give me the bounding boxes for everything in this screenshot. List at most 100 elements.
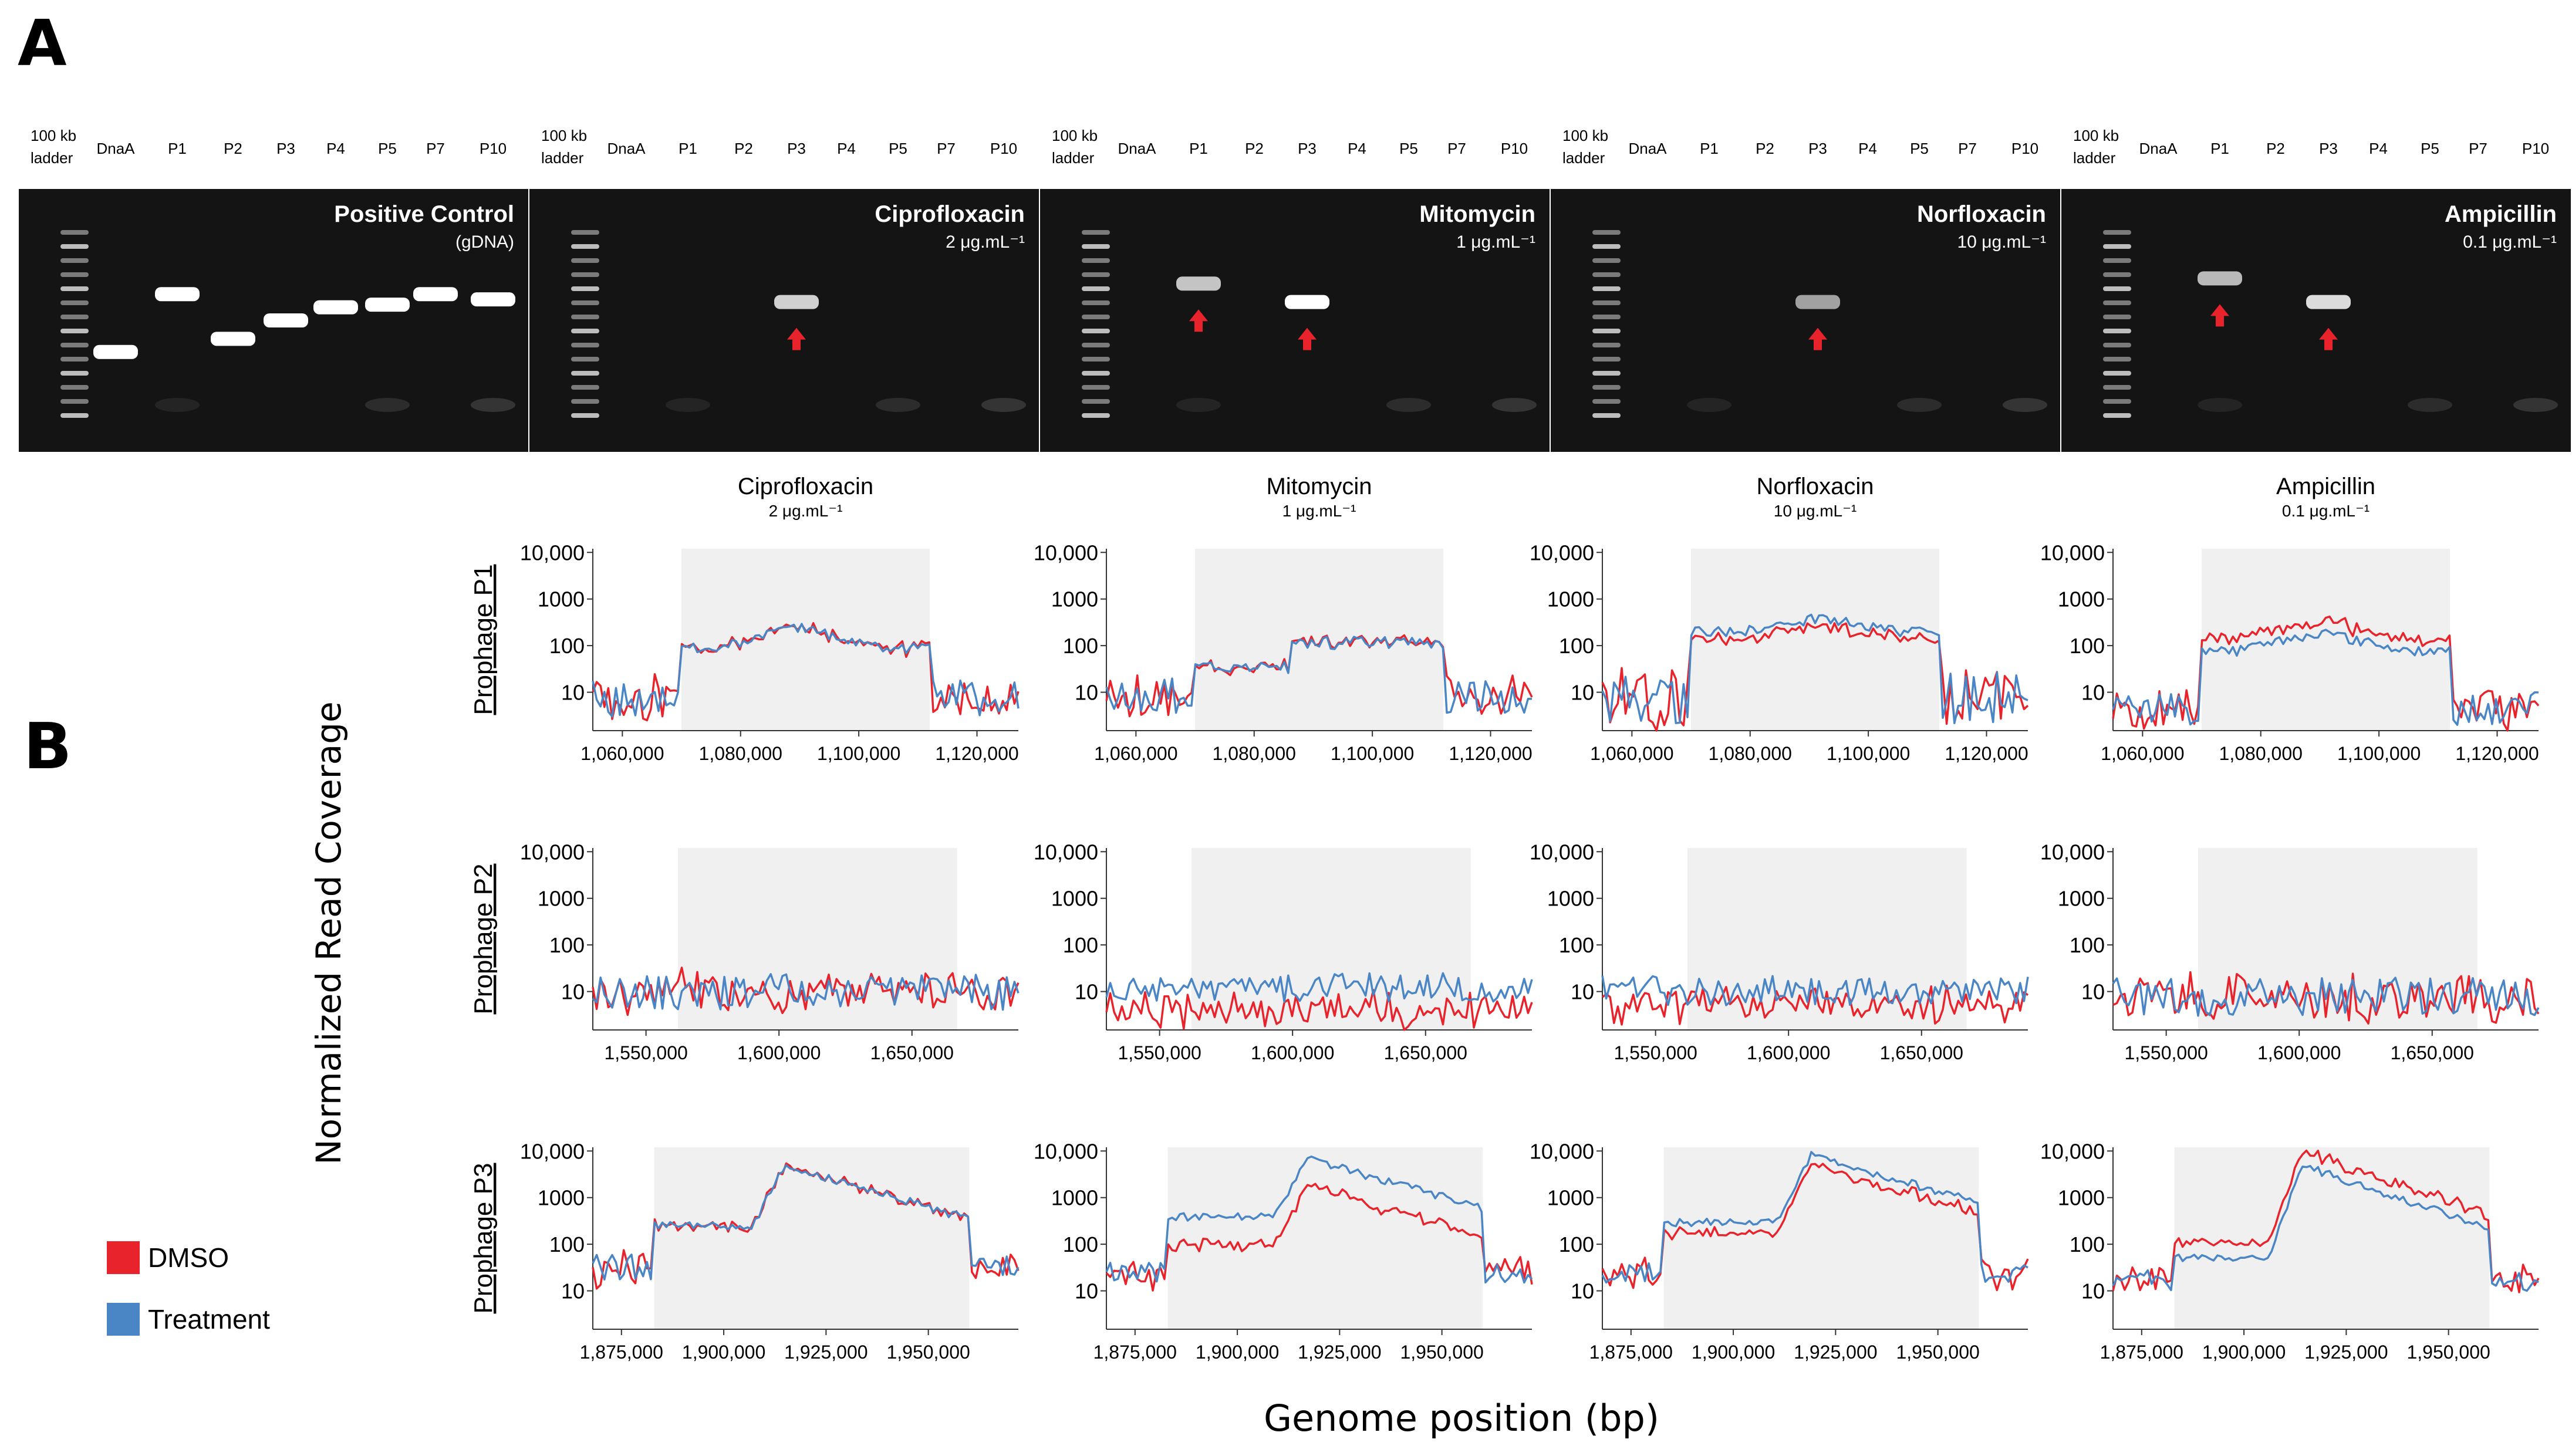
treatment-series-line (592, 623, 1020, 718)
ladder-band (60, 230, 89, 235)
ladder-band (571, 399, 599, 404)
lane-label: P7 (937, 140, 956, 157)
lane-label: P2 (1756, 140, 1774, 157)
prophage-region (2174, 1147, 2490, 1329)
ladder-band (2103, 413, 2131, 418)
prophage-region (1663, 1147, 1979, 1329)
x-axis-title: Genome position (bp) (1264, 1397, 1659, 1440)
ladder-band (1592, 329, 1621, 333)
y-tick-label: 10,000 (2040, 1139, 2105, 1163)
x-tick-label: 1,950,000 (1896, 1342, 1979, 1363)
ladder-band (1592, 286, 1621, 291)
y-tick-label: 1000 (2058, 587, 2105, 612)
gel-smear (1492, 398, 1537, 412)
gel-band (471, 292, 515, 307)
ladder-band (571, 357, 599, 362)
lane-label: P4 (1858, 140, 1877, 157)
y-tick-label: 1000 (1547, 887, 1594, 911)
y-tick-label: 1000 (538, 1186, 585, 1210)
coverage-chart: 10 100 1000 10,000 1,875,000 1,900,000 1,925,0… (520, 1139, 1020, 1363)
x-tick-label: 1,925,000 (784, 1342, 868, 1363)
y-tick-label: 10,000 (520, 1139, 585, 1163)
dmso-series-line (1105, 989, 1533, 1031)
x-tick-label: 1,900,000 (682, 1342, 765, 1363)
gel-image (529, 189, 1039, 452)
treatment-series-line (1601, 975, 2029, 1006)
y-tick-label: 100 (549, 1232, 585, 1256)
ladder-band (1592, 399, 1621, 404)
ladder-band (1082, 286, 1110, 291)
y-tick-label: 100 (2070, 634, 2105, 658)
lane-label: DnaA (96, 140, 135, 157)
gel-band (93, 344, 138, 359)
treatment-series-line (1105, 636, 1533, 714)
ladder-band (60, 357, 89, 362)
lane-label: P10 (990, 140, 1017, 157)
ladder-band (2103, 385, 2131, 390)
y-tick-label: 10 (2081, 1279, 2105, 1303)
gel-smear (471, 398, 515, 412)
gel-subtitle: 2 μg.mL⁻¹ (946, 232, 1025, 252)
lane-label: P3 (2319, 140, 2338, 157)
coverage-chart: 10 100 1000 10,000 1,550,000 1,600,000 1,650,0… (1034, 840, 1533, 1063)
lane-label: P3 (276, 140, 295, 157)
treatment-series-line (2112, 1165, 2539, 1292)
column-title: Mitomycin (1266, 474, 1372, 499)
y-tick-label: 10,000 (1034, 840, 1098, 864)
panel-b-label: B (23, 710, 72, 783)
gel-smear (1687, 398, 1731, 412)
ladder-band (2103, 315, 2131, 319)
ladder-band (2103, 230, 2131, 235)
lane-label: P5 (889, 140, 907, 157)
row-label: Prophage P2 (469, 864, 498, 1015)
y-tick-label: 10,000 (1034, 1139, 1098, 1163)
ladder-band (1082, 399, 1110, 404)
lane-label: P4 (837, 140, 856, 157)
column-title: Norfloxacin (1756, 474, 1874, 499)
ladder-band (1082, 385, 1110, 390)
prophage-region (681, 549, 930, 731)
y-tick-label: 10,000 (2040, 840, 2105, 864)
y-tick-label: 100 (2070, 933, 2105, 957)
x-tick-label: 1,060,000 (1094, 743, 1177, 764)
ladder-band (571, 371, 599, 376)
ladder-band (60, 343, 89, 347)
y-tick-label: 10,000 (1530, 540, 1594, 565)
lane-label: P1 (2210, 140, 2229, 157)
ladder-band (2103, 357, 2131, 362)
ladder-band (1592, 272, 1621, 277)
treatment-series-line (2112, 629, 2539, 726)
lane-label: ladder (2073, 149, 2116, 167)
lane-label: ladder (541, 149, 584, 167)
y-tick-label: 100 (1559, 933, 1594, 957)
dmso-series-line (2112, 1149, 2540, 1293)
ladder-band (571, 258, 599, 263)
x-tick-label: 1,600,000 (1747, 1042, 1830, 1063)
y-tick-label: 10 (2081, 980, 2105, 1004)
ladder-band (1082, 272, 1110, 277)
x-tick-label: 1,550,000 (1118, 1042, 1201, 1063)
y-tick-label: 10,000 (1530, 840, 1594, 864)
x-tick-label: 1,900,000 (1196, 1342, 1279, 1363)
ladder-band (571, 343, 599, 347)
gel-band (413, 287, 458, 302)
row-label: Prophage P1 (469, 565, 498, 715)
ladder-band (1592, 244, 1621, 249)
column-subtitle: 10 μg.mL⁻¹ (1774, 502, 1857, 520)
prophage-region (654, 1147, 970, 1329)
lane-label: P1 (679, 140, 697, 157)
prophage-region (1167, 1147, 1483, 1329)
x-tick-label: 1,550,000 (1614, 1042, 1697, 1063)
gel-panel: 100 kb ladder DnaA P1 P2 P3 P4 P5 P7 P10 Positive … (19, 127, 2571, 452)
y-tick-label: 100 (1063, 634, 1098, 658)
ladder-band (571, 286, 599, 291)
y-tick-label: 10 (2081, 681, 2105, 705)
x-tick-label: 1,100,000 (817, 743, 900, 764)
y-tick-label: 1000 (1547, 1186, 1594, 1210)
gel-smear (666, 398, 710, 412)
gel-band (2306, 295, 2351, 309)
ladder-band (60, 371, 89, 376)
gel-smear (365, 398, 410, 412)
ladder-band (60, 272, 89, 277)
lane-label: ladder (31, 149, 73, 167)
